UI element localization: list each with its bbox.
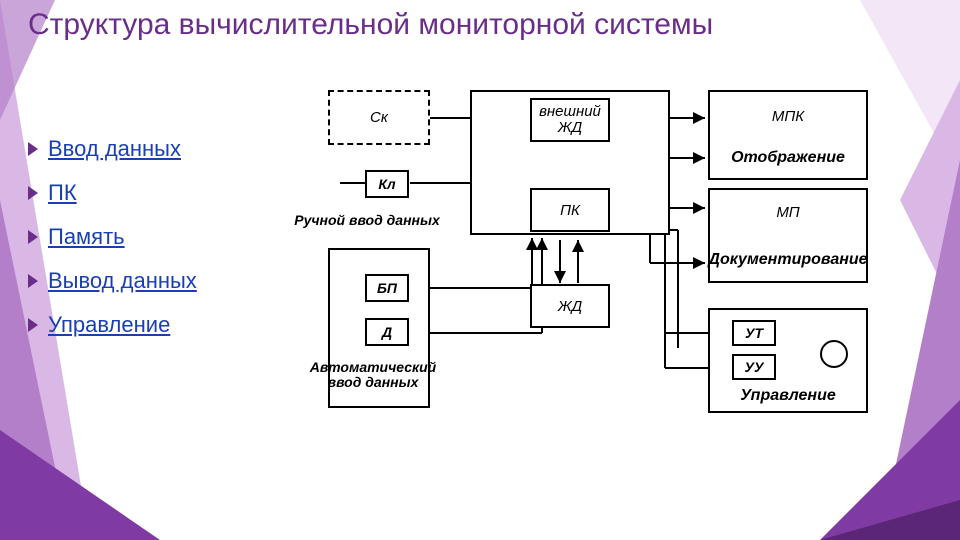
slide-title: Структура вычислительной мониторной сист… [28, 8, 930, 43]
node-label: Документирование [708, 251, 867, 269]
bullet-arrow-icon [28, 230, 38, 244]
node-label: МПК [772, 108, 804, 125]
indicator-circle-icon [820, 340, 848, 368]
node-label: Управление [740, 387, 836, 405]
node-mpk: МПК [708, 104, 868, 128]
node-hd: ЖД [530, 284, 610, 328]
label-auto-input: Автоматический ввод данных [298, 350, 448, 400]
node-label: Д [382, 324, 392, 340]
node-label: Ручной ввод данных [294, 212, 440, 228]
node-label: Кл [378, 176, 395, 192]
node-uu: УУ [732, 354, 776, 380]
node-sk-dashed: Ск [328, 90, 430, 145]
bullet-item: Ввод данных [28, 136, 288, 162]
bullet-arrow-icon [28, 274, 38, 288]
node-d: Д [365, 318, 409, 346]
node-doc: Документирование [708, 248, 868, 272]
node-mp: МП [708, 200, 868, 224]
bullet-item: Память [28, 224, 288, 250]
bullet-link[interactable]: Ввод данных [48, 136, 181, 162]
node-label: Автоматический ввод данных [298, 360, 448, 391]
bullet-item: ПК [28, 180, 288, 206]
bullet-link[interactable]: ПК [48, 180, 77, 206]
bullet-item: Управление [28, 312, 288, 338]
node-label: МП [776, 204, 799, 221]
block-diagram: Ск Кл Ручной ввод данных БП Д Автоматиче… [310, 88, 920, 448]
bullet-arrow-icon [28, 142, 38, 156]
node-ext-hd: внешний ЖД [530, 98, 610, 142]
node-ut: УТ [732, 320, 776, 346]
node-label: ЖД [558, 298, 582, 315]
node-bp: БП [365, 274, 409, 302]
node-label: внешний ЖД [532, 104, 608, 136]
node-label: УУ [745, 359, 764, 375]
node-label: Отображение [731, 149, 845, 167]
node-kl: Кл [365, 170, 409, 198]
node-label: Ск [370, 109, 388, 126]
node-pk: ПК [530, 188, 610, 232]
bullet-link[interactable]: Управление [48, 312, 170, 338]
bullet-arrow-icon [28, 318, 38, 332]
node-control: Управление [708, 384, 868, 408]
bullet-link[interactable]: Вывод данных [48, 268, 197, 294]
label-manual-input: Ручной ввод данных [292, 200, 442, 240]
bullet-list: Ввод данных ПК Память Вывод данных Управ… [28, 136, 288, 356]
node-label: БП [377, 280, 397, 296]
node-label: ПК [560, 202, 580, 219]
bullet-item: Вывод данных [28, 268, 288, 294]
node-label: УТ [745, 325, 763, 341]
bullet-link[interactable]: Память [48, 224, 125, 250]
node-display: Отображение [708, 146, 868, 170]
bullet-arrow-icon [28, 186, 38, 200]
